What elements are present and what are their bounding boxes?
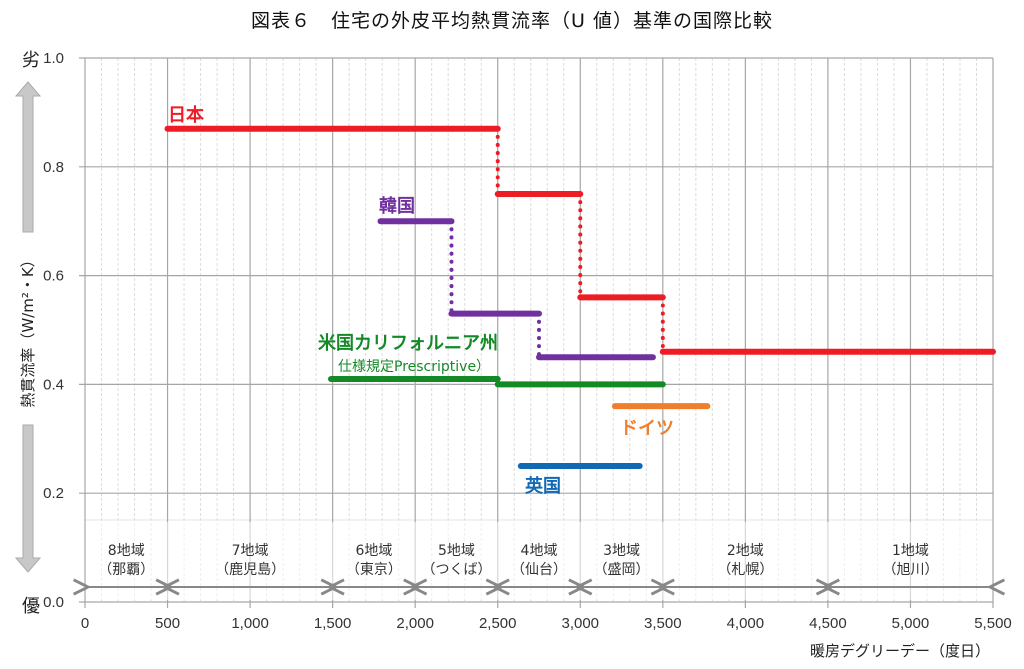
x-tick-label: 5,500 xyxy=(974,615,1012,632)
region-city-label: （鹿児島） xyxy=(215,561,285,578)
series-日本 xyxy=(164,125,996,355)
y-tick-label: 0.0 xyxy=(43,594,64,611)
region-zone-label: 6地域 xyxy=(355,543,392,559)
series-韓国 xyxy=(377,218,656,361)
region-3地域: 3地域 （盛岡） xyxy=(583,543,660,587)
region-city-label: （東京） xyxy=(346,562,402,578)
region-zone-label: 7地域 xyxy=(232,543,269,559)
y-axis-ticks: 0.0 0.2 0.4 0.6 0.8 1.0 xyxy=(43,50,64,611)
series-sublabel: 仕様規定Prescriptive） xyxy=(338,359,490,375)
y-tick-label: 1.0 xyxy=(43,50,64,67)
worse-marker: 劣 xyxy=(22,50,40,71)
region-zone-label: 1地域 xyxy=(892,543,929,559)
y-tick-label: 0.6 xyxy=(43,268,64,285)
better-marker: 優 xyxy=(22,596,40,617)
series-label: 英国 xyxy=(524,475,561,497)
y-axis-annotation: 劣 優 熱貫流率（W/m²・K） xyxy=(14,50,42,617)
region-city-label: （盛岡） xyxy=(594,562,650,578)
series-lines xyxy=(164,125,996,469)
region-zone-label: 5地域 xyxy=(438,543,475,559)
region-4地域: 4地域 （仙台） xyxy=(501,543,578,587)
x-tick-label: 3,000 xyxy=(561,615,599,632)
y-tick-label: 0.8 xyxy=(43,159,64,176)
region-5地域: 5地域 （つくば） xyxy=(418,543,495,587)
x-tick-label: 1,000 xyxy=(231,615,269,632)
x-tick-label: 0 xyxy=(81,615,89,632)
series-label: 韓国 xyxy=(379,195,415,217)
climate-regions: 8地域 （那覇） 7地域 （鹿児島） 6地域 （東京） 5地域 （つくば） 4地域 （仙台） 3地域… xyxy=(86,522,992,600)
region-7地域: 7地域 （鹿児島） xyxy=(171,543,330,587)
region-city-label: （つくば） xyxy=(421,562,491,578)
series-label: ドイツ xyxy=(620,418,674,439)
x-axis-label: 暖房デグリーデー（度日） xyxy=(810,642,990,660)
region-zone-label: 2地域 xyxy=(727,543,764,559)
down-arrow-icon xyxy=(14,424,42,573)
region-2地域: 2地域 （札幌） xyxy=(666,543,825,587)
x-tick-label: 3,500 xyxy=(644,615,682,632)
y-tick-label: 0.4 xyxy=(43,376,64,393)
region-zone-label: 4地域 xyxy=(521,543,558,559)
y-tick-label: 0.2 xyxy=(43,485,64,502)
chart-title: 図表６ 住宅の外皮平均熱貫流率（U 値）基準の国際比較 xyxy=(251,10,773,32)
x-tick-label: 5,000 xyxy=(892,615,930,632)
x-tick-label: 4,000 xyxy=(727,615,765,632)
x-tick-label: 2,000 xyxy=(396,615,434,632)
x-tick-label: 500 xyxy=(155,615,180,632)
region-city-label: （札幌） xyxy=(717,562,773,578)
region-8地域: 8地域 （那覇） xyxy=(88,543,165,587)
x-tick-label: 1,500 xyxy=(314,615,352,632)
region-city-label: （旭川） xyxy=(882,562,938,578)
series-label: 日本 xyxy=(168,104,204,126)
region-1地域: 1地域 （旭川） xyxy=(831,543,990,587)
x-axis-ticks: 0 500 1,000 1,500 2,000 2,500 3,000 3,500 4,000 4… xyxy=(81,615,1012,632)
region-zone-label: 3地域 xyxy=(603,543,640,559)
x-tick-label: 4,500 xyxy=(809,615,847,632)
series-label: 米国カリフォルニア州 xyxy=(318,332,498,354)
y-axis-label: 熱貫流率（W/m²・K） xyxy=(19,252,37,407)
x-tick-label: 2,500 xyxy=(479,615,517,632)
region-city-label: （仙台） xyxy=(511,562,567,578)
major-gridlines xyxy=(79,57,994,608)
minor-gridlines xyxy=(85,58,993,602)
region-zone-label: 8地域 xyxy=(108,543,145,559)
up-arrow-icon xyxy=(14,81,42,233)
region-6地域: 6地域 （東京） xyxy=(336,543,413,587)
series-米国カリフォルニア州 xyxy=(327,375,666,388)
region-city-label: （那覇） xyxy=(98,562,154,578)
